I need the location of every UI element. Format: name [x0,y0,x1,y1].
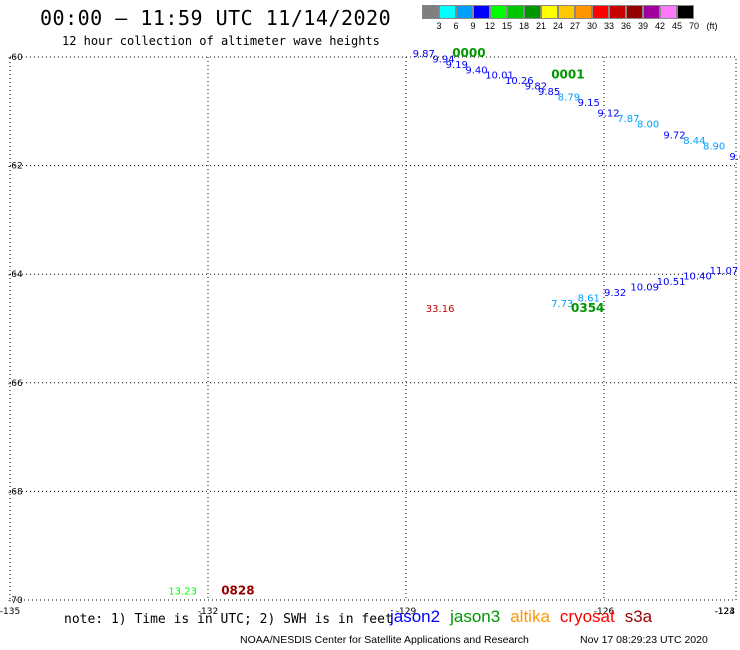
swh-reading: 9.72 [663,130,685,141]
longitude-label: -129 [396,607,417,617]
color-scale-label: 70 [688,21,700,31]
map-axes: -135 -132 -129 -126 -123-124 -60 -62 -64 -66 -68 -… [0,53,735,617]
swh-reading: 9.82 [525,82,547,93]
swh-reading: 8.00 [637,120,659,131]
color-scale-labels: 3 6 9 12 15 18 21 24 27 30 33 36 39 42 45 70 (ft) [422,21,740,33]
color-scale-swatch [609,5,626,19]
pass-time-label: 0828 [221,584,254,598]
swh-reading: 10.09 [630,282,659,293]
swh-reading: 8.90 [703,141,725,152]
swh-reading: 9.85 [538,87,560,98]
color-scale-swatch [524,5,541,19]
swh-reading: 9.40 [465,65,487,76]
color-scale-label: 21 [535,21,547,31]
color-scale-label: 18 [518,21,530,31]
generation-timestamp: Nov 17 08:29:23 UTC 2020 [580,634,708,646]
longitude-label: -132 [198,607,218,617]
swh-reading: 9.12 [597,109,619,120]
swh-reading: 10.01 [485,71,514,82]
longitude-label: -124 [715,607,736,617]
latitude-label: -62 [8,162,23,172]
color-scale-label: 3 [436,21,442,31]
color-scale-swatch [626,5,643,19]
color-scale-swatch [575,5,592,19]
color-scale-swatch [473,5,490,19]
color-scale-label: 39 [637,21,649,31]
color-scale-label: 36 [620,21,632,31]
color-scale-label: 24 [552,21,564,31]
color-scale-unit: (ft) [706,21,718,31]
color-scale-swatch [439,5,456,19]
swh-reading: 10.40 [683,272,712,283]
swh-reading: 9.62 [729,152,740,163]
latitude-label: -66 [8,379,23,389]
swh-reading: 8.44 [683,136,705,147]
swh-reading: 9.87 [413,49,435,60]
longitude-label: -135 [0,607,20,617]
swh-reading: 33.16 [426,304,455,315]
swh-reading: 7.87 [617,114,639,125]
color-scale-swatch [592,5,609,19]
color-scale-swatch [507,5,524,19]
color-scale-label: 30 [586,21,598,31]
pass-time-label: 0354 [571,301,604,315]
latitude-label: -70 [8,596,23,606]
map-title: 00:00 – 11:59 UTC 11/14/2020 [40,6,392,30]
color-scale-label: 15 [501,21,513,31]
swh-reading: 7.73 [551,299,573,310]
credit-text: NOAA/NESDIS Center for Satellite Applica… [240,634,529,646]
color-scale-swatch [643,5,660,19]
satellite-legend-s3a: s3a [624,607,653,626]
satellite-legend-altika: altika [510,607,550,626]
swh-reading: 9.19 [446,60,468,71]
map-frame [9,56,737,601]
color-scale-swatch [558,5,575,19]
swh-reading: 8.61 [578,293,600,304]
swh-reading: 9.32 [604,288,626,299]
map-grid [9,56,737,601]
map-subtitle: 12 hour collection of altimeter wave hei… [62,34,380,48]
satellite-legend-cryosat: cryosat [559,607,615,626]
color-scale-bar [422,5,694,19]
color-scale-swatch [541,5,558,19]
swh-reading: 8.79 [558,92,580,103]
longitude-label: -126 [594,607,615,617]
color-scale-label: 6 [453,21,459,31]
satellite-legend: jason2 jason3 altika cryosat s3a [390,607,652,627]
color-scale-swatch [490,5,507,19]
pass-time-label: 0001 [551,68,584,82]
pass-time-label: 0000 [452,46,485,60]
color-scale-swatch [677,5,694,19]
color-scale-swatch [422,5,439,19]
color-scale-label: 42 [654,21,666,31]
longitude-label: -123 [715,607,735,617]
latitude-label: -68 [8,487,23,497]
color-scale-swatch [456,5,473,19]
swh-reading: 9.94 [432,54,454,65]
color-scale-swatch [660,5,677,19]
satellite-legend-jason2: jason2 [390,607,441,626]
latitude-label: -64 [8,270,23,280]
color-scale-label: 9 [470,21,476,31]
color-scale-label: 12 [484,21,496,31]
units-note: note: 1) Time is in UTC; 2) SWH is in fe… [64,612,393,627]
swh-reading: 13.23 [168,587,197,598]
color-scale-label: 33 [603,21,615,31]
color-scale-label: 45 [671,21,683,31]
swh-reading: 11.07 [710,266,739,277]
latitude-label: -60 [8,53,23,63]
swh-reading: 10.26 [505,76,534,87]
swh-reading: 10.51 [657,277,686,288]
wave-height-tracks: 9.879.949.199.4010.0110.269.829.858.799.… [168,46,740,598]
color-scale-label: 27 [569,21,581,31]
swh-reading: 9.15 [578,98,600,109]
satellite-legend-jason3: jason3 [450,607,501,626]
